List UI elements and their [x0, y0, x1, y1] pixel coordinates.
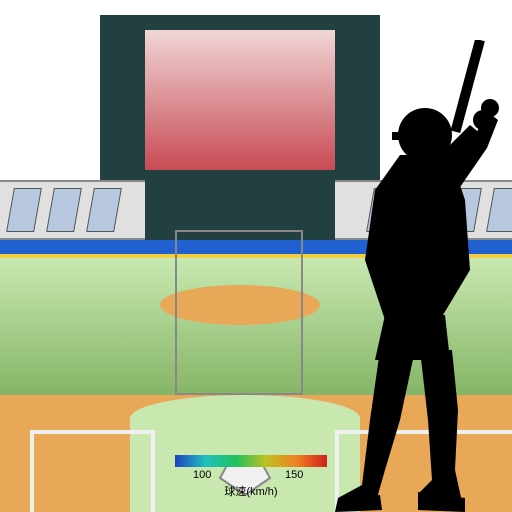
batter-silhouette: [290, 40, 512, 512]
legend-label: 球速(km/h): [224, 483, 277, 499]
pitch-location-diagram: 100150 球速(km/h): [0, 0, 512, 512]
strike-zone: [175, 230, 303, 395]
batters-box-left: [30, 430, 155, 512]
legend-tick: 100: [193, 469, 211, 481]
